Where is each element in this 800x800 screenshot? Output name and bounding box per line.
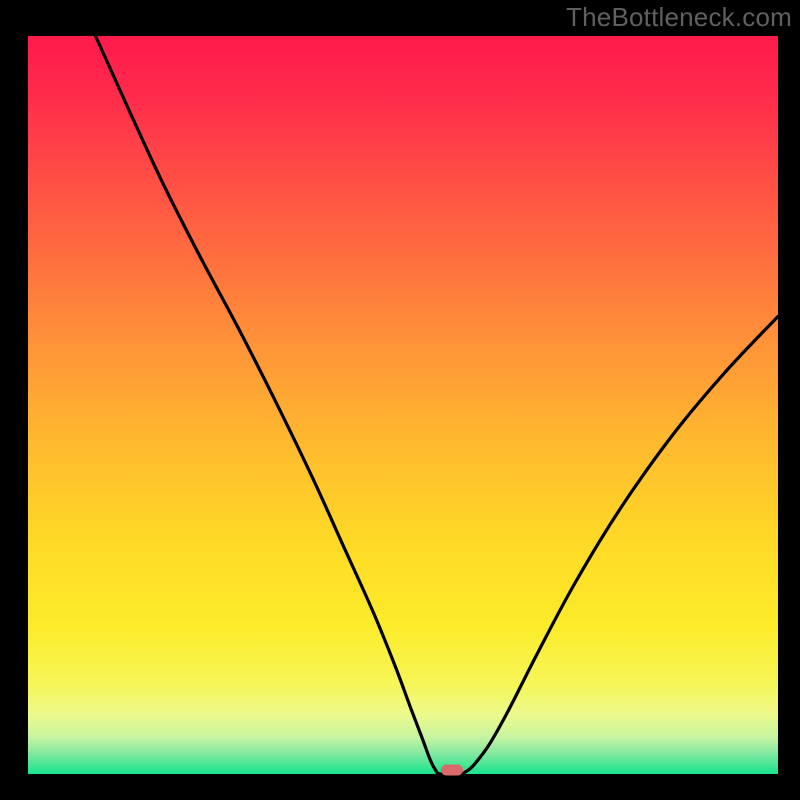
bottleneck-curve bbox=[96, 36, 779, 774]
optimum-marker bbox=[441, 765, 463, 776]
curve-svg bbox=[28, 36, 778, 774]
chart-stage: TheBottleneck.com bbox=[0, 0, 800, 800]
plot-area bbox=[28, 36, 778, 774]
watermark-text: TheBottleneck.com bbox=[566, 2, 792, 33]
